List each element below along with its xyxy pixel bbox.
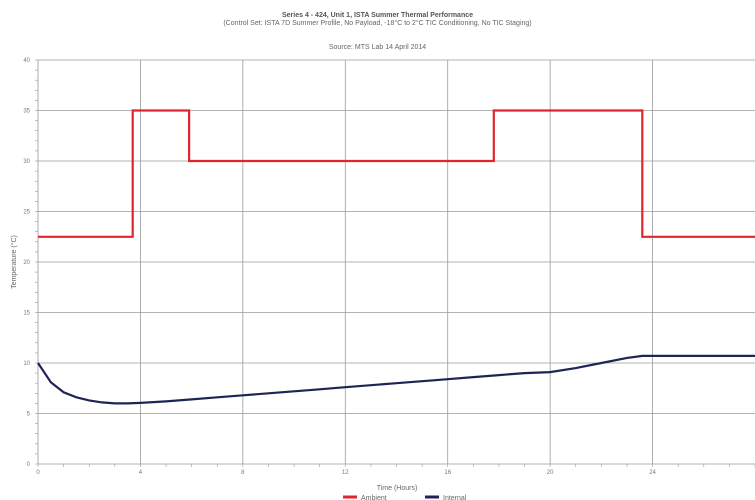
y-tick-label: 25 xyxy=(23,210,30,216)
x-axis-label: Time (Hours) xyxy=(377,485,418,492)
y-axis-label: Temperature (°C) xyxy=(10,235,18,289)
legend-item-internal: Internal xyxy=(425,495,467,500)
legend-label: Internal xyxy=(443,495,467,500)
y-tick-label: 40 xyxy=(23,58,30,64)
x-tick-label: 4 xyxy=(139,470,143,476)
x-tick-label: 0 xyxy=(36,470,40,476)
legend: Ambient Internal xyxy=(343,495,467,500)
tick-labels: 0 5 10 15 20 25 30 35 40 0 4 8 12 16 20 24 xyxy=(23,58,656,476)
grid xyxy=(35,59,755,467)
series-line-internal xyxy=(37,354,755,405)
legend-label: Ambient xyxy=(361,495,387,500)
x-tick-label: 16 xyxy=(444,470,451,476)
x-tick-label: 24 xyxy=(649,470,656,476)
x-tick-label: 12 xyxy=(342,470,349,476)
series-line-ambient xyxy=(38,109,755,238)
y-tick-label: 35 xyxy=(23,109,30,115)
y-tick-label: 30 xyxy=(23,159,30,165)
x-tick-label: 20 xyxy=(547,470,554,476)
y-tick-label: 0 xyxy=(27,462,31,468)
x-tick-label: 8 xyxy=(241,470,245,476)
y-tick-label: 15 xyxy=(23,311,30,317)
y-tick-label: 10 xyxy=(23,361,30,367)
chart-title: Series 4 - 424, Unit 1, ISTA Summer Ther… xyxy=(281,12,474,19)
chart-subtitle: (Control Set: ISTA 7D Summer Profile, No… xyxy=(223,20,532,27)
series-layer xyxy=(37,109,755,405)
legend-item-ambient: Ambient xyxy=(343,495,387,500)
y-tick-label: 5 xyxy=(27,412,31,418)
y-tick-label: 20 xyxy=(23,260,30,266)
chart-source: Source: MTS Lab 14 April 2014 xyxy=(328,44,427,51)
